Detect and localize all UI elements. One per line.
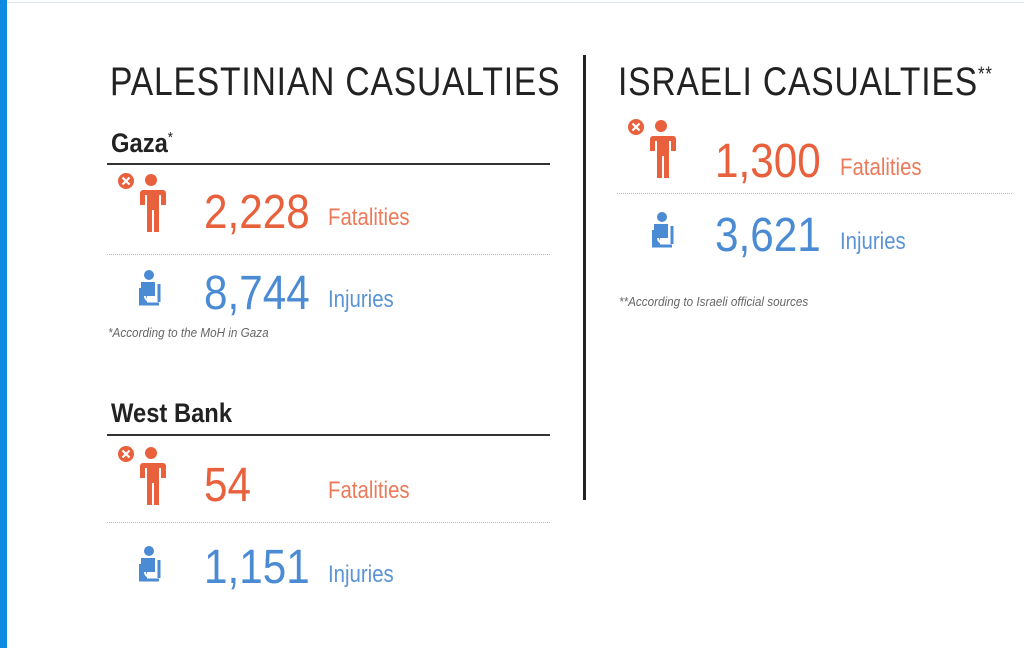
fatality-icon — [117, 445, 168, 507]
accent-bar — [0, 0, 7, 648]
israeli-injuries-count: 3,621 — [715, 209, 821, 262]
fatality-icon — [117, 172, 168, 234]
israeli-title: ISRAELI CASUALTIES** — [618, 60, 993, 105]
west-bank-fatalities-count: 54 — [204, 459, 251, 512]
gaza-fatalities-label: Fatalities — [328, 204, 410, 231]
injury-icon — [650, 212, 674, 248]
west-bank-label: West Bank — [111, 398, 233, 428]
israeli-footnote-mark: ** — [977, 63, 993, 86]
israeli-title-text: ISRAELI CASUALTIES — [618, 60, 978, 104]
injury-icon — [137, 270, 161, 306]
injury-icon — [137, 546, 161, 582]
israeli-fatalities-label: Fatalities — [840, 154, 922, 181]
west-bank-injuries-label: Injuries — [328, 561, 394, 588]
gaza-fatalities-count: 2,228 — [204, 186, 310, 239]
gaza-header: Gaza* — [111, 128, 173, 159]
gaza-footnote-mark: * — [167, 129, 173, 146]
column-divider — [583, 55, 586, 500]
israeli-fatalities-count: 1,300 — [715, 135, 821, 188]
west-bank-fatalities-label: Fatalities — [328, 477, 410, 504]
dotted-divider — [617, 193, 1012, 194]
gaza-source-note: *According to the MoH in Gaza — [108, 325, 269, 340]
gaza-label: Gaza — [111, 128, 168, 158]
gaza-rule — [107, 163, 550, 165]
west-bank-rule — [107, 434, 550, 436]
gaza-injuries-label: Injuries — [328, 286, 394, 313]
dotted-divider — [107, 254, 550, 255]
gaza-injuries-count: 8,744 — [204, 267, 310, 320]
israeli-injuries-label: Injuries — [840, 228, 906, 255]
palestinian-title-text: PALESTINIAN CASUALTIES — [110, 60, 561, 104]
top-divider — [7, 2, 1024, 3]
israeli-source-note: **According to Israeli official sources — [619, 294, 809, 309]
palestinian-title: PALESTINIAN CASUALTIES — [110, 60, 560, 105]
west-bank-header: West Bank — [111, 398, 232, 429]
dotted-divider — [107, 522, 550, 523]
fatality-icon — [627, 118, 678, 180]
west-bank-injuries-count: 1,151 — [204, 541, 310, 594]
